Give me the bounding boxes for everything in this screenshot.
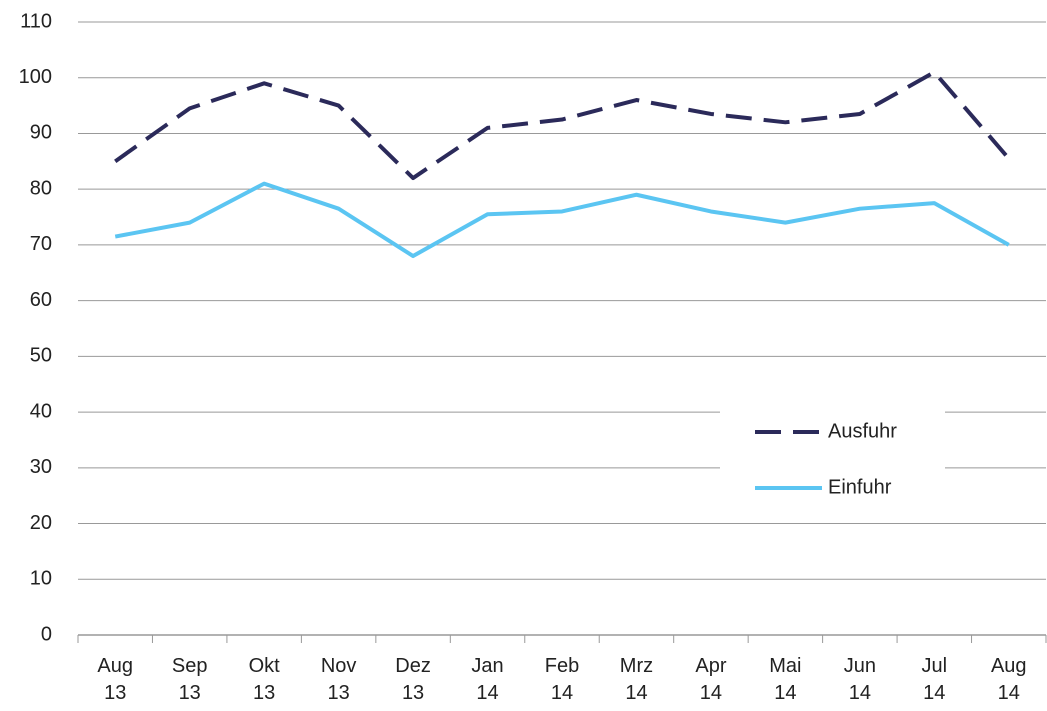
y-tick-label: 0 [41, 623, 52, 645]
y-tick-label: 80 [30, 177, 52, 199]
x-tick-label: Jul 14 [922, 655, 948, 704]
y-tick-label: 100 [19, 66, 52, 88]
legend-box [720, 400, 945, 520]
y-tick-label: 10 [30, 568, 52, 590]
x-tick-label: Mai 14 [769, 655, 801, 704]
legend-label: Ausfuhr [828, 420, 897, 442]
legend-label: Einfuhr [828, 476, 892, 498]
y-tick-label: 50 [30, 345, 52, 367]
series-line [114, 181, 1010, 259]
x-tick-label: Dez 13 [395, 655, 431, 704]
x-tick-label: Jan 14 [471, 655, 503, 704]
x-tick-label: Aug 14 [991, 655, 1027, 704]
x-tick-label: Mrz 14 [620, 655, 653, 704]
x-tick-label: Apr 14 [695, 655, 726, 704]
y-tick-label: 60 [30, 289, 52, 311]
y-tick-label: 40 [30, 400, 52, 422]
y-tick-label: 30 [30, 456, 52, 478]
x-tick-label: Feb 14 [545, 655, 579, 704]
x-tick-label: Aug 13 [97, 655, 133, 704]
x-tick-label: Jun 14 [844, 655, 876, 704]
y-tick-label: 90 [30, 122, 52, 144]
x-tick-label: Nov 13 [321, 655, 357, 704]
x-tick-label: Okt 13 [249, 655, 281, 704]
y-tick-label: 110 [20, 10, 52, 32]
x-tick-label: Sep 13 [172, 655, 208, 704]
series-line [114, 70, 1011, 181]
y-tick-label: 70 [30, 233, 52, 255]
y-tick-label: 20 [30, 512, 52, 534]
